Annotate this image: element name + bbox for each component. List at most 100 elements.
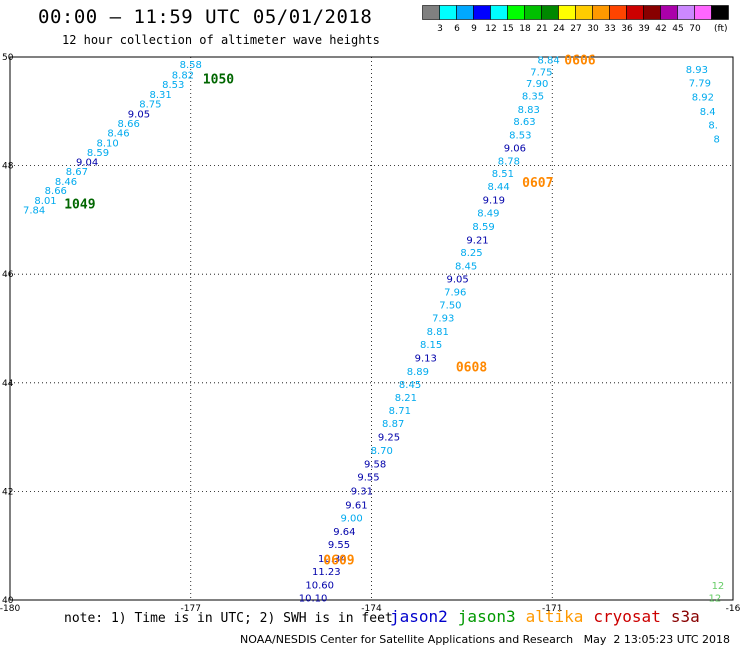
- wave-height-label: 7.50: [439, 301, 461, 312]
- wave-height-label: 7.96: [444, 288, 466, 299]
- wave-height-label: 8.66: [118, 119, 140, 130]
- wave-height-label: 10.10: [299, 593, 328, 604]
- satellite-jason3: jason3: [457, 607, 516, 626]
- latitude-tick-label: 48: [2, 162, 14, 172]
- wave-height-label: 8.53: [509, 131, 531, 142]
- wave-height-label: 9.05: [447, 275, 469, 286]
- color-scale-tick-label: 21: [536, 24, 547, 34]
- wave-height-label: 8.58: [180, 60, 202, 71]
- wave-height-label: 8.35: [522, 92, 544, 103]
- wave-height-label: 12: [712, 581, 725, 592]
- color-scale-tick-label: 6: [454, 24, 460, 34]
- wave-height-label: 8.45: [399, 380, 421, 391]
- wave-height-label: 9.55: [357, 473, 379, 484]
- latitude-tick-label: 46: [2, 270, 14, 280]
- wave-height-label: 8.78: [498, 157, 520, 168]
- satellite-legend: jason2 jason3 altika cryosat s3a: [390, 607, 710, 626]
- wave-height-label: 8.71: [389, 406, 411, 417]
- color-scale-tick-label: 39: [638, 24, 650, 34]
- color-scale-tick-label: 36: [621, 24, 633, 34]
- wave-height-label: 9.00: [340, 513, 362, 524]
- wave-height-label: 9.25: [378, 433, 400, 444]
- latitude-tick-label: 40: [2, 596, 14, 606]
- wave-height-label: 8.49: [477, 208, 499, 219]
- pass-time-label: 0608: [456, 361, 487, 376]
- wave-height-label: 9.64: [333, 527, 355, 538]
- color-scale-tick-label: 42: [655, 24, 666, 34]
- latitude-tick-label: 50: [2, 53, 14, 63]
- wave-height-label: 8.4: [700, 107, 716, 118]
- wave-height-label: 8.46: [55, 177, 77, 188]
- wave-height-label: 9.04: [76, 157, 98, 168]
- color-scale-tick-label: 9: [471, 24, 477, 34]
- wave-height-label: 8.46: [107, 128, 129, 139]
- wave-height-label: 8.82: [172, 70, 194, 81]
- wave-height-label: 8.15: [420, 340, 442, 351]
- page-title: 00:00 – 11:59 UTC 05/01/2018: [38, 6, 373, 28]
- pass-time-label: 0609: [323, 553, 354, 568]
- wave-height-label: 10.34: [318, 554, 347, 565]
- color-scale-tick-label: 3: [437, 24, 443, 34]
- wave-height-label: 9.55: [328, 540, 350, 551]
- longitude-tick-label: -171: [542, 604, 562, 614]
- wave-height-label: 9.06: [504, 144, 526, 155]
- wave-height-label: 8.10: [96, 138, 118, 149]
- color-scale-legend: 3 6 9 12 15 18 21 24 27 30 33 36 39 42 45 70 (ft): [422, 5, 729, 34]
- satellite-altika: altika: [525, 607, 584, 626]
- color-scale-tick-label: 27: [570, 24, 581, 34]
- wave-height-label: 7.93: [432, 314, 454, 325]
- wave-height-label: 9.31: [351, 486, 373, 497]
- wave-height-label: 8.45: [455, 262, 477, 273]
- wave-height-label: 12: [709, 593, 722, 604]
- wave-height-label: 8.84: [538, 56, 560, 67]
- wave-height-label: 7.84: [23, 206, 45, 217]
- satellite-cryosat: cryosat: [593, 607, 661, 626]
- longitude-tick-label: -177: [181, 604, 201, 614]
- latitude-tick-label: 42: [2, 487, 13, 497]
- color-swatch: [711, 5, 729, 20]
- satellite-jason2: jason2: [390, 607, 448, 626]
- color-scale-tick-label: 70: [689, 24, 701, 34]
- latitude-tick-label: 44: [2, 379, 14, 389]
- color-scale-tick-label: 33: [604, 24, 615, 34]
- pass-time-label: 0606: [564, 54, 595, 69]
- wave-height-label: 8.44: [487, 182, 509, 193]
- wave-height-label: 8.75: [139, 100, 161, 111]
- wave-height-label: 8.83: [518, 105, 540, 116]
- units-note: note: 1) Time is in UTC; 2) SWH is in fe…: [64, 611, 393, 626]
- credit-line: NOAA/NESDIS Center for Satellite Applica…: [240, 633, 731, 646]
- page-subtitle: 12 hour collection of altimeter wave hei…: [62, 33, 380, 47]
- pass-time-label: 1049: [64, 198, 95, 213]
- wave-height-label: 9.13: [415, 353, 437, 364]
- wave-height-label: 8.25: [460, 248, 482, 259]
- wave-height-label: 8.66: [45, 186, 67, 197]
- wave-height-label: 9.21: [466, 235, 488, 246]
- wave-height-label: 8.81: [427, 327, 449, 338]
- longitude-tick-label: -174: [361, 604, 382, 614]
- wave-height-label: 8.59: [87, 148, 109, 159]
- wave-height-label: 8.21: [395, 393, 417, 404]
- wave-height-label: 8.92: [692, 93, 714, 104]
- color-scale-tick-label: 18: [519, 24, 531, 34]
- longitude-tick-label: -180: [0, 604, 20, 614]
- wave-height-label: 9.61: [345, 500, 367, 511]
- wave-height-label: 8.70: [371, 446, 393, 457]
- wave-height-label: 7.90: [526, 79, 548, 90]
- satellite-s3a: s3a: [670, 607, 700, 626]
- wave-height-label: 8.53: [162, 80, 184, 91]
- wave-height-label: 8.59: [472, 222, 494, 233]
- color-scale-tick-label: 45: [672, 24, 683, 34]
- color-scale-tick-label: 30: [587, 24, 599, 34]
- wave-height-label: 8.87: [382, 419, 404, 430]
- wave-height-label: 9.19: [483, 195, 505, 206]
- wave-height-label: 10.60: [305, 580, 334, 591]
- wave-height-label: 8.31: [149, 90, 171, 101]
- wave-height-label: 11.23: [312, 567, 341, 578]
- wave-height-label: 8.89: [407, 367, 429, 378]
- pass-time-label: 1050: [203, 73, 234, 88]
- wave-height-label: 8: [714, 134, 720, 145]
- color-scale-tick-label: 24: [553, 24, 565, 34]
- color-scale-tick-label: 15: [502, 24, 513, 34]
- pass-time-label: 0607: [522, 176, 553, 191]
